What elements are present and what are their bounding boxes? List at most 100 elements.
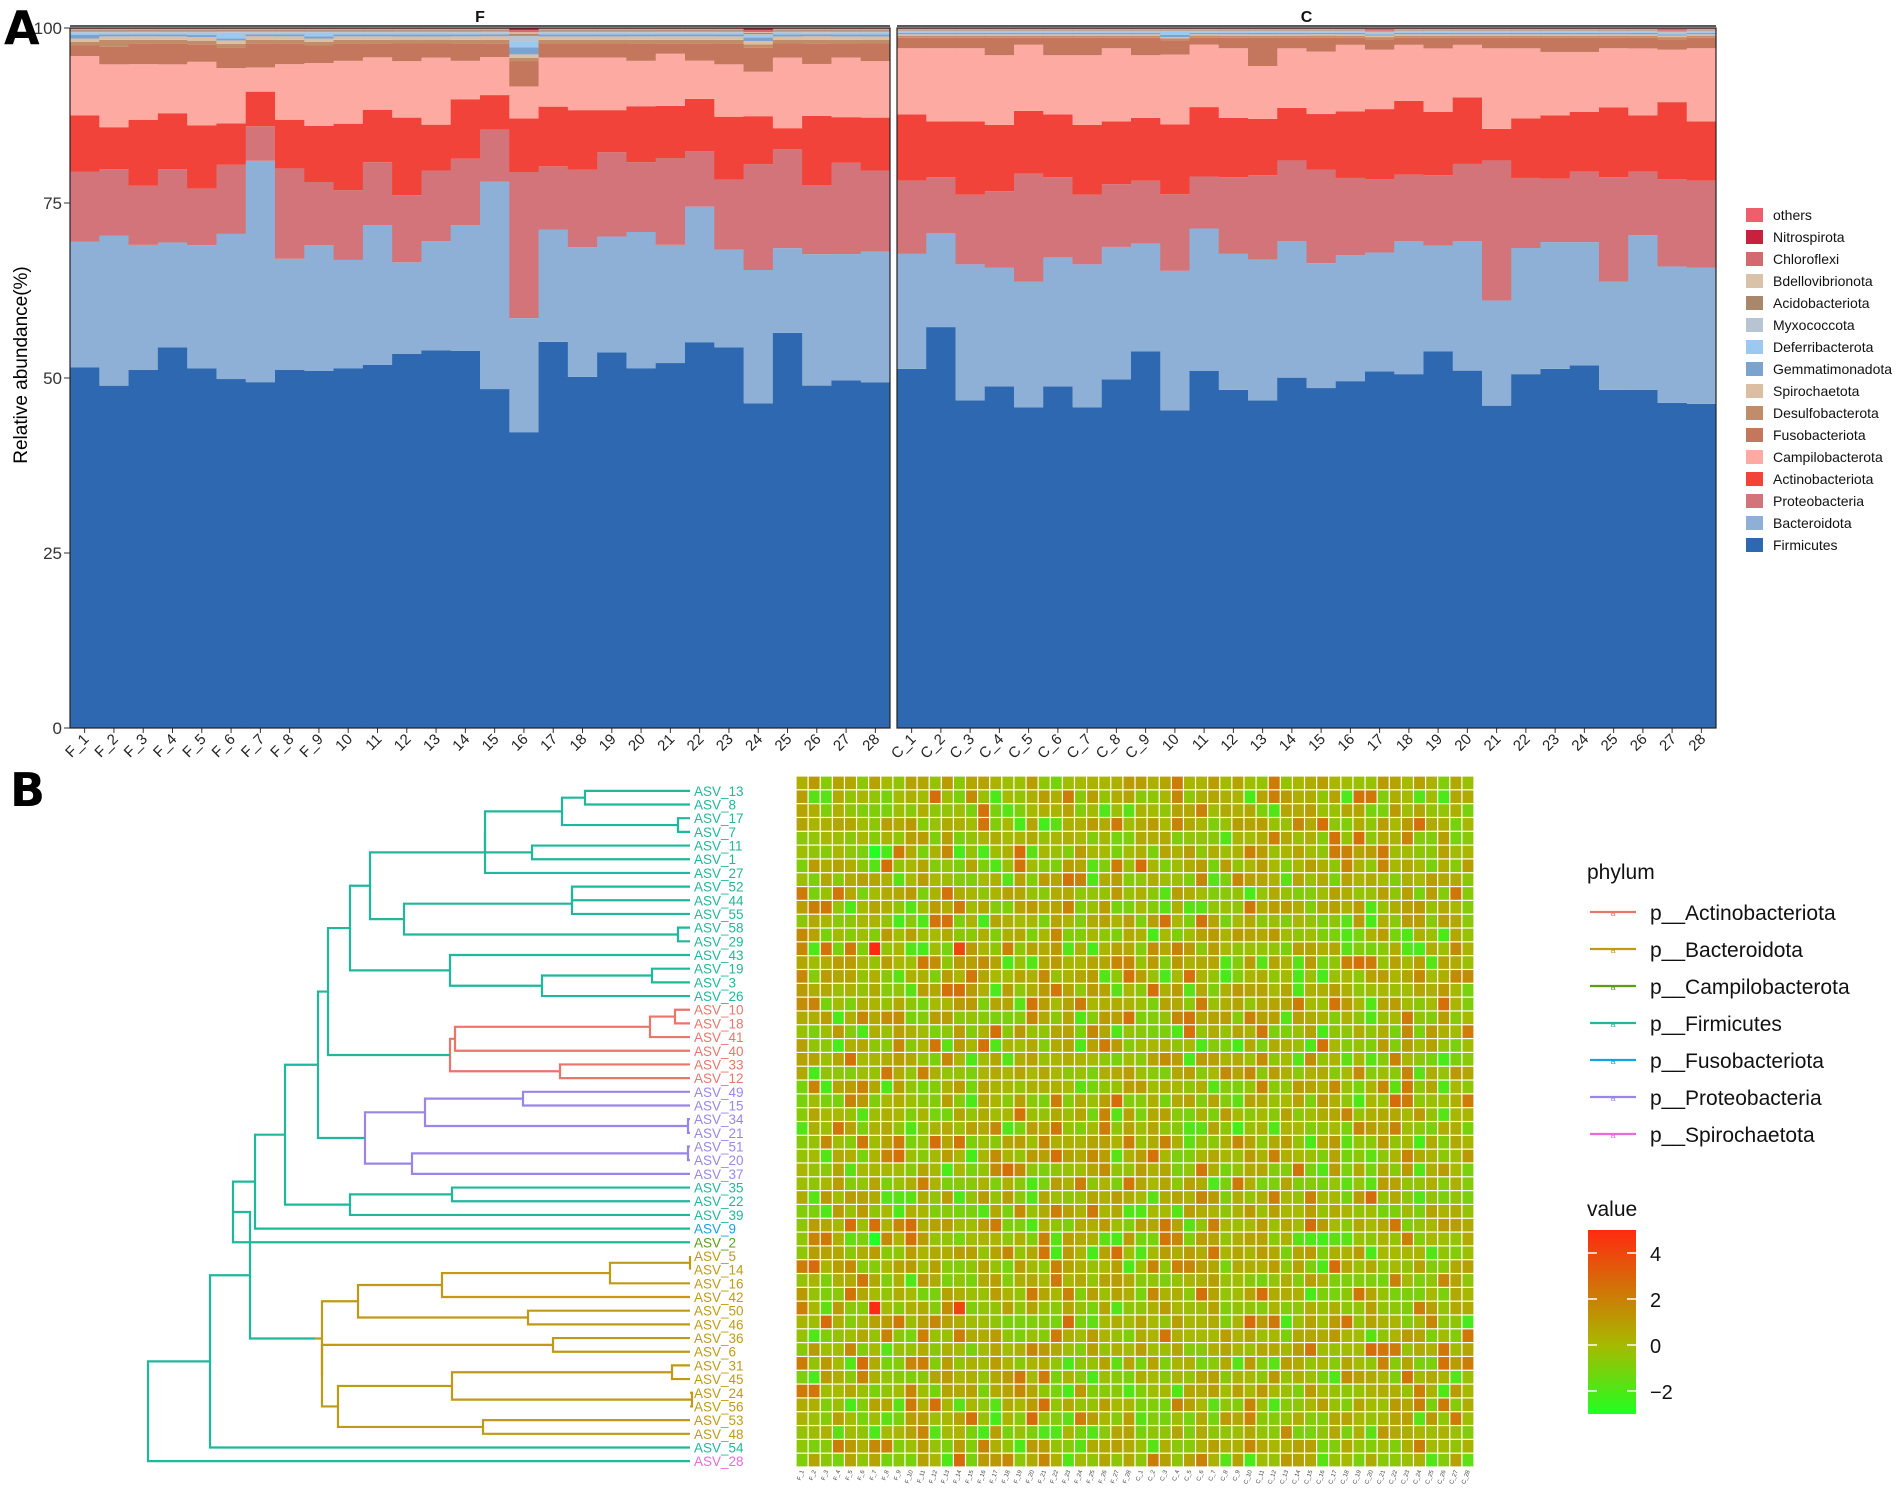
heatmap-cell bbox=[1087, 1329, 1099, 1343]
heatmap-cell bbox=[1135, 1108, 1147, 1121]
heatmap-cell bbox=[905, 1287, 917, 1301]
heatmap-cell bbox=[905, 1094, 917, 1108]
heatmap-cell bbox=[1389, 1287, 1401, 1301]
heatmap-cell bbox=[990, 1080, 1002, 1094]
heatmap-cell bbox=[1389, 1011, 1401, 1025]
heatmap-cell bbox=[1220, 887, 1232, 900]
heatmap-cell bbox=[893, 956, 905, 969]
bar-segment-bdellovibrionota bbox=[128, 29, 159, 31]
heatmap-cell bbox=[1268, 1149, 1280, 1163]
heatmap-cell bbox=[1365, 914, 1377, 928]
heatmap-cell bbox=[1014, 1191, 1026, 1204]
heatmap-cell bbox=[1038, 970, 1050, 983]
heatmap-cell bbox=[1014, 1011, 1026, 1025]
heatmap-cell bbox=[1135, 859, 1147, 873]
heatmap-cell bbox=[941, 1370, 953, 1384]
heatmap-cell bbox=[1171, 1218, 1183, 1232]
heatmap-cell bbox=[1111, 983, 1123, 997]
heatmap-cell bbox=[953, 900, 965, 914]
heatmap-cell bbox=[1135, 845, 1147, 859]
heatmap-cell bbox=[929, 804, 941, 817]
bar-segment-myxococcota bbox=[984, 30, 1015, 32]
heatmap-cell bbox=[917, 1135, 929, 1149]
heatmap-cell bbox=[1087, 1080, 1099, 1094]
heatmap-cell bbox=[1062, 1039, 1074, 1052]
x-tick-label: F_6 bbox=[209, 731, 239, 761]
bar-segment-chloroflexi bbox=[860, 28, 891, 30]
heatmap-cell bbox=[1099, 1412, 1111, 1425]
row-label: ASV_26 bbox=[694, 989, 744, 1004]
heatmap-cell bbox=[990, 790, 1002, 804]
heatmap-cell bbox=[1426, 1260, 1438, 1273]
heatmap-cell bbox=[1111, 900, 1123, 914]
bar-segment-deferribacterota bbox=[1131, 31, 1161, 33]
heatmap-cell bbox=[1123, 873, 1135, 886]
heatmap-cell bbox=[1196, 859, 1208, 873]
bar-segment-chloroflexi bbox=[1248, 28, 1278, 30]
heatmap-cell bbox=[845, 1301, 856, 1315]
heatmap-cell bbox=[1196, 942, 1208, 956]
legend-phylum-title: phylum bbox=[1587, 861, 1655, 884]
heatmap-cell bbox=[796, 790, 808, 804]
heatmap-cell bbox=[1280, 1412, 1292, 1425]
heatmap-cell bbox=[1123, 1260, 1135, 1273]
heatmap-cell bbox=[1075, 1205, 1086, 1218]
heatmap-cell bbox=[966, 1025, 978, 1038]
heatmap-cell bbox=[1111, 942, 1123, 956]
heatmap-cell bbox=[941, 818, 953, 831]
heatmap-cell bbox=[1002, 914, 1014, 928]
bar-segment-deferribacterota bbox=[509, 41, 539, 48]
bar-segment-desulfobacterota bbox=[1394, 35, 1424, 38]
heatmap-cell bbox=[1377, 1205, 1389, 1218]
heatmap-cell bbox=[966, 1108, 978, 1121]
heatmap-cell bbox=[1450, 1357, 1462, 1370]
legend-label: Myxococcota bbox=[1773, 317, 1855, 333]
heatmap-cell bbox=[1099, 1343, 1111, 1356]
bar-segment-proteobacteria bbox=[955, 194, 986, 265]
heatmap-cell bbox=[1401, 804, 1413, 817]
heatmap-cell bbox=[1220, 1343, 1232, 1356]
heatmap-cell bbox=[1256, 1122, 1268, 1135]
heatmap-cell bbox=[1135, 1453, 1147, 1467]
heatmap-cell bbox=[1062, 1205, 1074, 1218]
bar-segment-desulfobacterota bbox=[802, 39, 832, 44]
heatmap-cell bbox=[1377, 790, 1389, 804]
bar-segment-chloroflexi bbox=[1335, 28, 1366, 30]
heatmap-cell bbox=[1438, 1108, 1450, 1121]
heatmap-cell bbox=[1026, 1439, 1038, 1453]
heatmap-cell bbox=[832, 1135, 844, 1149]
heatmap-cell bbox=[1050, 1274, 1062, 1287]
heatmap-cell bbox=[978, 887, 990, 900]
bar-segment-deferribacterota bbox=[1599, 31, 1629, 33]
heatmap-cell bbox=[1062, 942, 1074, 956]
heatmap-cell bbox=[1292, 873, 1304, 886]
heatmap-cell bbox=[1244, 1025, 1256, 1038]
heatmap-cell bbox=[990, 776, 1002, 790]
dendrogram-branch bbox=[363, 1111, 425, 1165]
bar-segment-desulfobacterota bbox=[743, 44, 774, 48]
row-label: ASV_55 bbox=[694, 907, 744, 922]
heatmap-cell bbox=[1305, 1370, 1317, 1384]
heatmap-cell bbox=[845, 1177, 856, 1190]
heatmap-cell bbox=[1414, 1205, 1425, 1218]
bar-segment-desulfobacterota bbox=[99, 39, 129, 47]
heatmap-cell bbox=[1220, 1315, 1232, 1329]
bar-segment-gemmatimonadota bbox=[1335, 32, 1366, 35]
heatmap-cell bbox=[917, 928, 929, 942]
heatmap-cell bbox=[917, 1163, 929, 1177]
heatmap-cell bbox=[1377, 1453, 1389, 1467]
heatmap-cell bbox=[1135, 1066, 1147, 1080]
heatmap-cell bbox=[845, 859, 856, 873]
heatmap-cell bbox=[1305, 1412, 1317, 1425]
heatmap-cell bbox=[1292, 1205, 1304, 1218]
bar-segment-bacteroidota bbox=[626, 231, 657, 369]
heatmap-cell bbox=[917, 1439, 929, 1453]
heatmap-cell bbox=[905, 859, 917, 873]
heatmap-cell bbox=[1426, 1066, 1438, 1080]
bar-segment-bdellovibrionota bbox=[157, 29, 188, 31]
bar-segment-desulfobacterota bbox=[421, 40, 452, 44]
heatmap-cell bbox=[1377, 845, 1389, 859]
heatmap-cell bbox=[1232, 1329, 1244, 1343]
heatmap-cell bbox=[953, 970, 965, 983]
column-label: F_13 bbox=[941, 1469, 952, 1485]
